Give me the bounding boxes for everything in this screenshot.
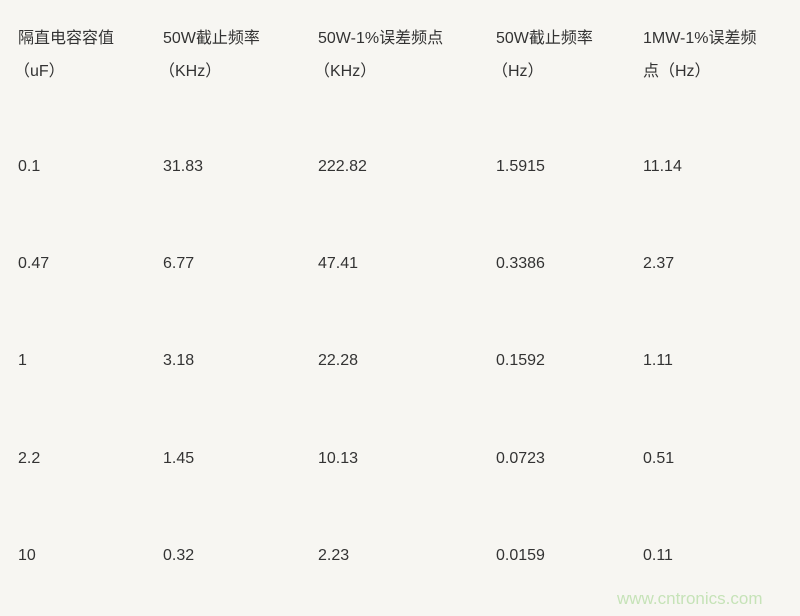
header-line1: 隔直电容容值 — [18, 30, 115, 47]
column-header: 50W截止频率 （Hz） — [492, 22, 593, 88]
column-header: 1MW-1%误差频 点（Hz） — [643, 22, 757, 88]
table-cell: 0.3386 — [496, 255, 545, 272]
table-cell: 11.14 — [643, 158, 682, 175]
table-cell: 222.82 — [318, 158, 367, 175]
header-line1: 1MW-1%误差频 — [643, 30, 757, 47]
column-header: 50W-1%误差频点 （KHz） — [314, 22, 444, 88]
table-cell: 0.11 — [643, 547, 673, 564]
header-line2: （KHz） — [159, 63, 222, 80]
column-header: 隔直电容容值 （uF） — [14, 22, 115, 88]
header-line2: （KHz） — [314, 63, 377, 80]
table-cell: 10 — [18, 547, 36, 564]
table-cell: 22.28 — [318, 352, 359, 369]
table-cell: 0.0159 — [496, 547, 545, 564]
header-line1: 50W-1%误差频点 — [318, 30, 444, 47]
table-cell: 1.45 — [163, 450, 195, 467]
table-cell: 1 — [18, 352, 27, 369]
table-cell: 3.18 — [163, 352, 195, 369]
table-cell: 0.32 — [163, 547, 195, 564]
header-line2: （Hz） — [492, 63, 544, 80]
table-cell: 47.41 — [318, 255, 359, 272]
table-cell: 31.83 — [163, 158, 204, 175]
header-line2: 点（Hz） — [643, 63, 711, 80]
watermark: www.cntronics.com — [617, 589, 763, 608]
table-cell: 10.13 — [318, 450, 359, 467]
header-line1: 50W截止频率 — [163, 30, 260, 47]
table-cell: 1.11 — [643, 352, 673, 369]
header-line1: 50W截止频率 — [496, 30, 593, 47]
table-cell: 2.2 — [18, 450, 41, 467]
table-cell: 0.1592 — [496, 352, 545, 369]
table-cell: 0.51 — [643, 450, 675, 467]
table-cell: 0.47 — [18, 255, 50, 272]
header-line2: （uF） — [14, 63, 65, 80]
table-cell: 1.5915 — [496, 158, 545, 175]
table-cell: 2.23 — [318, 547, 350, 564]
table-cell: 6.77 — [163, 255, 195, 272]
column-header: 50W截止频率 （KHz） — [159, 22, 260, 88]
table-cell: 2.37 — [643, 255, 675, 272]
table-cell: 0.0723 — [496, 450, 545, 467]
table-cell: 0.1 — [18, 158, 41, 175]
